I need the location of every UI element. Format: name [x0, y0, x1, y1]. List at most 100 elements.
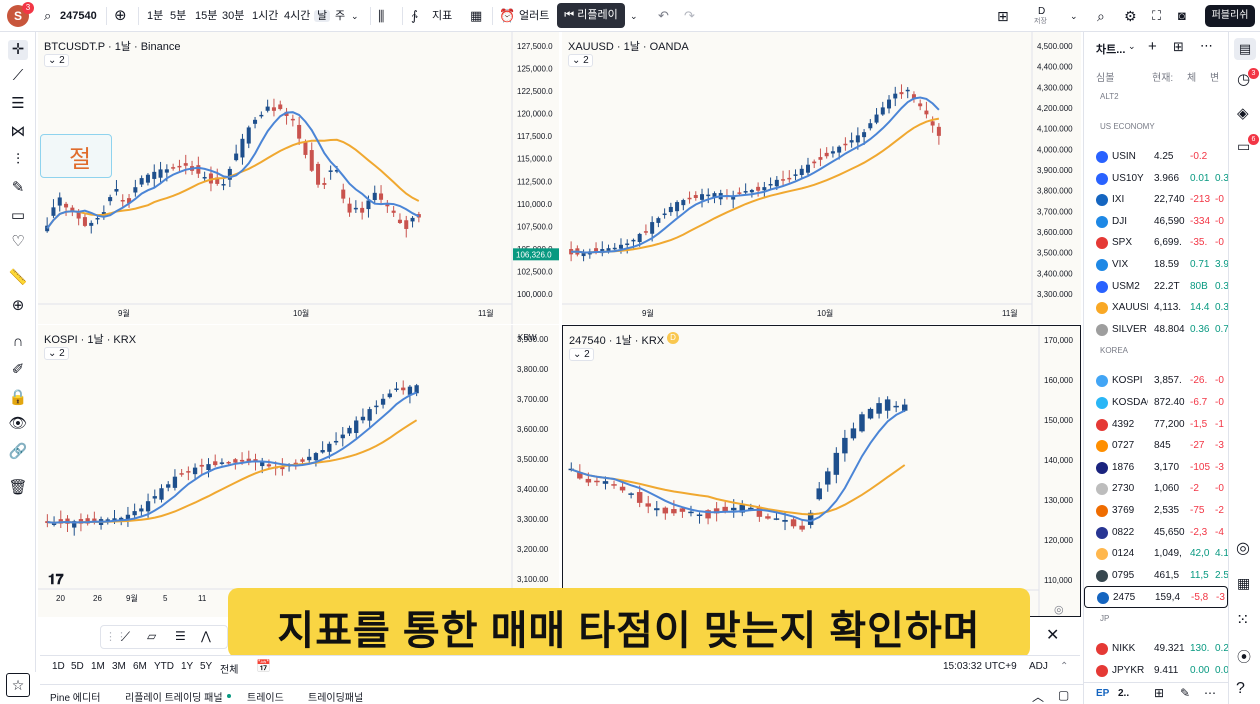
- interval-5m[interactable]: 5분: [170, 10, 187, 22]
- target-icon[interactable]: ◎: [1236, 540, 1250, 557]
- watchlist-row[interactable]: SILVER 48.804 0.36 0.7: [1084, 319, 1228, 341]
- interval-15m[interactable]: 15분: [195, 10, 218, 22]
- goto-realtime-icon[interactable]: ◎: [1054, 604, 1064, 616]
- layout-dropdown-icon[interactable]: ⌄: [1070, 11, 1078, 21]
- snapshot-icon[interactable]: ◙: [1178, 8, 1186, 23]
- link-icon[interactable]: 🔗: [8, 443, 28, 460]
- fib-icon[interactable]: ☰: [175, 629, 186, 643]
- tab-replay-trading[interactable]: 리플레이 트레이딩 패널: [125, 693, 223, 704]
- alerts-clock-icon[interactable]: ◷: [1237, 71, 1251, 88]
- col-percent[interactable]: 변: [1210, 73, 1220, 84]
- interval-dropdown-icon[interactable]: ⌄: [351, 11, 359, 21]
- range-1m[interactable]: 1M: [91, 661, 105, 672]
- scale-settings-icon[interactable]: ⌃: [1060, 661, 1069, 672]
- alert-button[interactable]: 얼러트: [519, 10, 550, 22]
- interval-30m[interactable]: 30분: [222, 10, 245, 22]
- interval-1m[interactable]: 1분: [147, 10, 164, 22]
- interval-1h[interactable]: 1시간: [252, 10, 279, 22]
- apps-icon[interactable]: ⁙: [1236, 612, 1250, 629]
- alert-icon[interactable]: ⏰: [499, 8, 516, 23]
- more-icon[interactable]: ⋯: [1204, 686, 1216, 700]
- footer-symbol[interactable]: 2..: [1118, 688, 1130, 699]
- interval-week[interactable]: 주: [335, 10, 346, 22]
- advanced-view-icon[interactable]: ⊞: [1173, 39, 1184, 54]
- fib-icon[interactable]: ☰: [11, 95, 25, 112]
- range-5y[interactable]: 5Y: [200, 661, 213, 672]
- trendline-icon[interactable]: ⟋: [12, 67, 24, 84]
- collapse-indicators-badge[interactable]: ⌄ 2: [44, 54, 69, 67]
- path-icon[interactable]: ⋀: [201, 629, 211, 643]
- maximize-panel-icon[interactable]: ▢: [1058, 688, 1070, 702]
- favorite-icon[interactable]: ♡: [11, 233, 25, 250]
- edit-icon[interactable]: ✎: [1180, 686, 1191, 700]
- watchlist-row[interactable]: USIN 4.25 -0.2: [1084, 146, 1228, 168]
- crosshair-icon[interactable]: ✛: [8, 40, 28, 60]
- zoom-in-icon[interactable]: ⊕: [11, 297, 25, 314]
- chart-pane-kospi[interactable]: 3,900.00 3,800.00 3,700.00 3,600.00 3,500.00…: [38, 325, 559, 617]
- watchlist-row[interactable]: 4392 77,200 -1,5 -1: [1084, 414, 1228, 436]
- ruler-icon[interactable]: 📏: [8, 269, 28, 286]
- watchlist-title[interactable]: 차트...: [1096, 44, 1126, 56]
- collapse-indicators-badge[interactable]: ⌄ 2: [44, 347, 69, 360]
- undo-icon[interactable]: ↶: [658, 8, 669, 23]
- watchlist-row[interactable]: KOSDAQ 872.40 -6.7 -0: [1084, 392, 1228, 414]
- watchlist-row[interactable]: NIKK 49.321 130. 0.2: [1084, 638, 1228, 660]
- range-1y[interactable]: 1Y: [181, 661, 194, 672]
- watchlist-row[interactable]: SPX 6,699. -35. -0: [1084, 232, 1228, 254]
- interval-day[interactable]: 날: [314, 10, 331, 22]
- watchlist-row[interactable]: DJI 46,590 -334 -0: [1084, 211, 1228, 233]
- chart-pane-xau[interactable]: 4,500.000 4,400.000 4,300.000 4,200.000 4,10…: [562, 32, 1081, 324]
- clock[interactable]: 15:03:32 UTC+9: [943, 661, 1017, 672]
- settings-icon[interactable]: ⚙: [1124, 8, 1137, 24]
- range-1d[interactable]: 1D: [52, 661, 65, 672]
- drag-handle-icon[interactable]: ⋮⋮: [105, 631, 127, 643]
- watchlist-row[interactable]: 0795 461,5 11,5 2.5: [1084, 565, 1228, 587]
- watchlist-row[interactable]: XAUUSD 4,113. 14.4 0.3: [1084, 297, 1228, 319]
- range-6m[interactable]: 6M: [133, 661, 147, 672]
- delete-icon[interactable]: 🗑: [8, 479, 28, 496]
- fullscreen-icon[interactable]: ⛶: [1152, 8, 1162, 23]
- col-change[interactable]: 체: [1187, 73, 1197, 84]
- watchlist-row[interactable]: IXI 22,740 -213 -0: [1084, 189, 1228, 211]
- watchlist-row[interactable]: VIX 18.59 0.71 3.9: [1084, 254, 1228, 276]
- pattern-icon[interactable]: ⋈: [10, 123, 26, 140]
- watchlist-row[interactable]: 0822 45,650 -2,3 -4: [1084, 522, 1228, 544]
- watchlist-row[interactable]: 0727 845 -27 -3: [1084, 435, 1228, 457]
- range-3m[interactable]: 3M: [112, 661, 126, 672]
- indicators-icon[interactable]: ∱: [411, 8, 418, 23]
- watchlist-row[interactable]: US10Y 3.966 0.01 0.3: [1084, 168, 1228, 190]
- watchlist-row[interactable]: 0124 1,049, 42,0 4.1: [1084, 543, 1228, 565]
- layout-save-label[interactable]: 저장: [1034, 18, 1047, 25]
- replay-button[interactable]: ⏮ 리플레이: [557, 3, 625, 28]
- templates-icon[interactable]: ▦: [470, 8, 483, 23]
- expand-panel-icon[interactable]: ︿: [1032, 690, 1045, 704]
- chat-icon[interactable]: ▭: [1237, 138, 1251, 154]
- compare-symbol-icon[interactable]: ⊕: [114, 7, 127, 24]
- visibility-icon[interactable]: 👁: [8, 415, 28, 432]
- watchlist-row[interactable]: JPYKR 9.411 0.00 0.0: [1084, 660, 1228, 682]
- range-all[interactable]: 전체: [220, 665, 239, 676]
- watchlist-section-header[interactable]: JP: [1100, 614, 1110, 623]
- brush-icon[interactable]: ✎: [11, 179, 25, 196]
- tab-trade[interactable]: 트레이드: [247, 693, 284, 704]
- tab-pine-editor[interactable]: Pine 에디터: [50, 693, 101, 704]
- watchlist-row[interactable]: 2475 159,4 -5,8 -3: [1084, 586, 1228, 609]
- range-ytd[interactable]: YTD: [154, 661, 174, 672]
- collapse-indicators-badge[interactable]: ⌄ 2: [569, 348, 594, 361]
- drawing-callout[interactable]: 절: [40, 134, 112, 178]
- indicators-button[interactable]: 지표: [432, 10, 453, 22]
- layers-icon[interactable]: ◈: [1237, 105, 1249, 122]
- watchlist-row[interactable]: 1876 3,170 -105 -3: [1084, 457, 1228, 479]
- candle-type-icon[interactable]: ⫼: [378, 8, 385, 24]
- add-symbol-icon[interactable]: +: [1148, 38, 1157, 55]
- symbol-search-icon[interactable]: ⌕: [44, 8, 52, 23]
- symbol-name[interactable]: 247540: [60, 10, 97, 22]
- text-icon[interactable]: ▭: [10, 207, 26, 224]
- help-icon[interactable]: ?: [1236, 680, 1245, 697]
- channel-icon[interactable]: ▱: [147, 629, 157, 643]
- grid-icon[interactable]: ⊞: [1154, 686, 1165, 700]
- interval-4h[interactable]: 4시간: [284, 10, 311, 22]
- goto-date-icon[interactable]: 📅: [256, 659, 271, 673]
- layout-icon[interactable]: ⊞: [997, 8, 1009, 24]
- broadcast-icon[interactable]: ⦿: [1237, 649, 1251, 665]
